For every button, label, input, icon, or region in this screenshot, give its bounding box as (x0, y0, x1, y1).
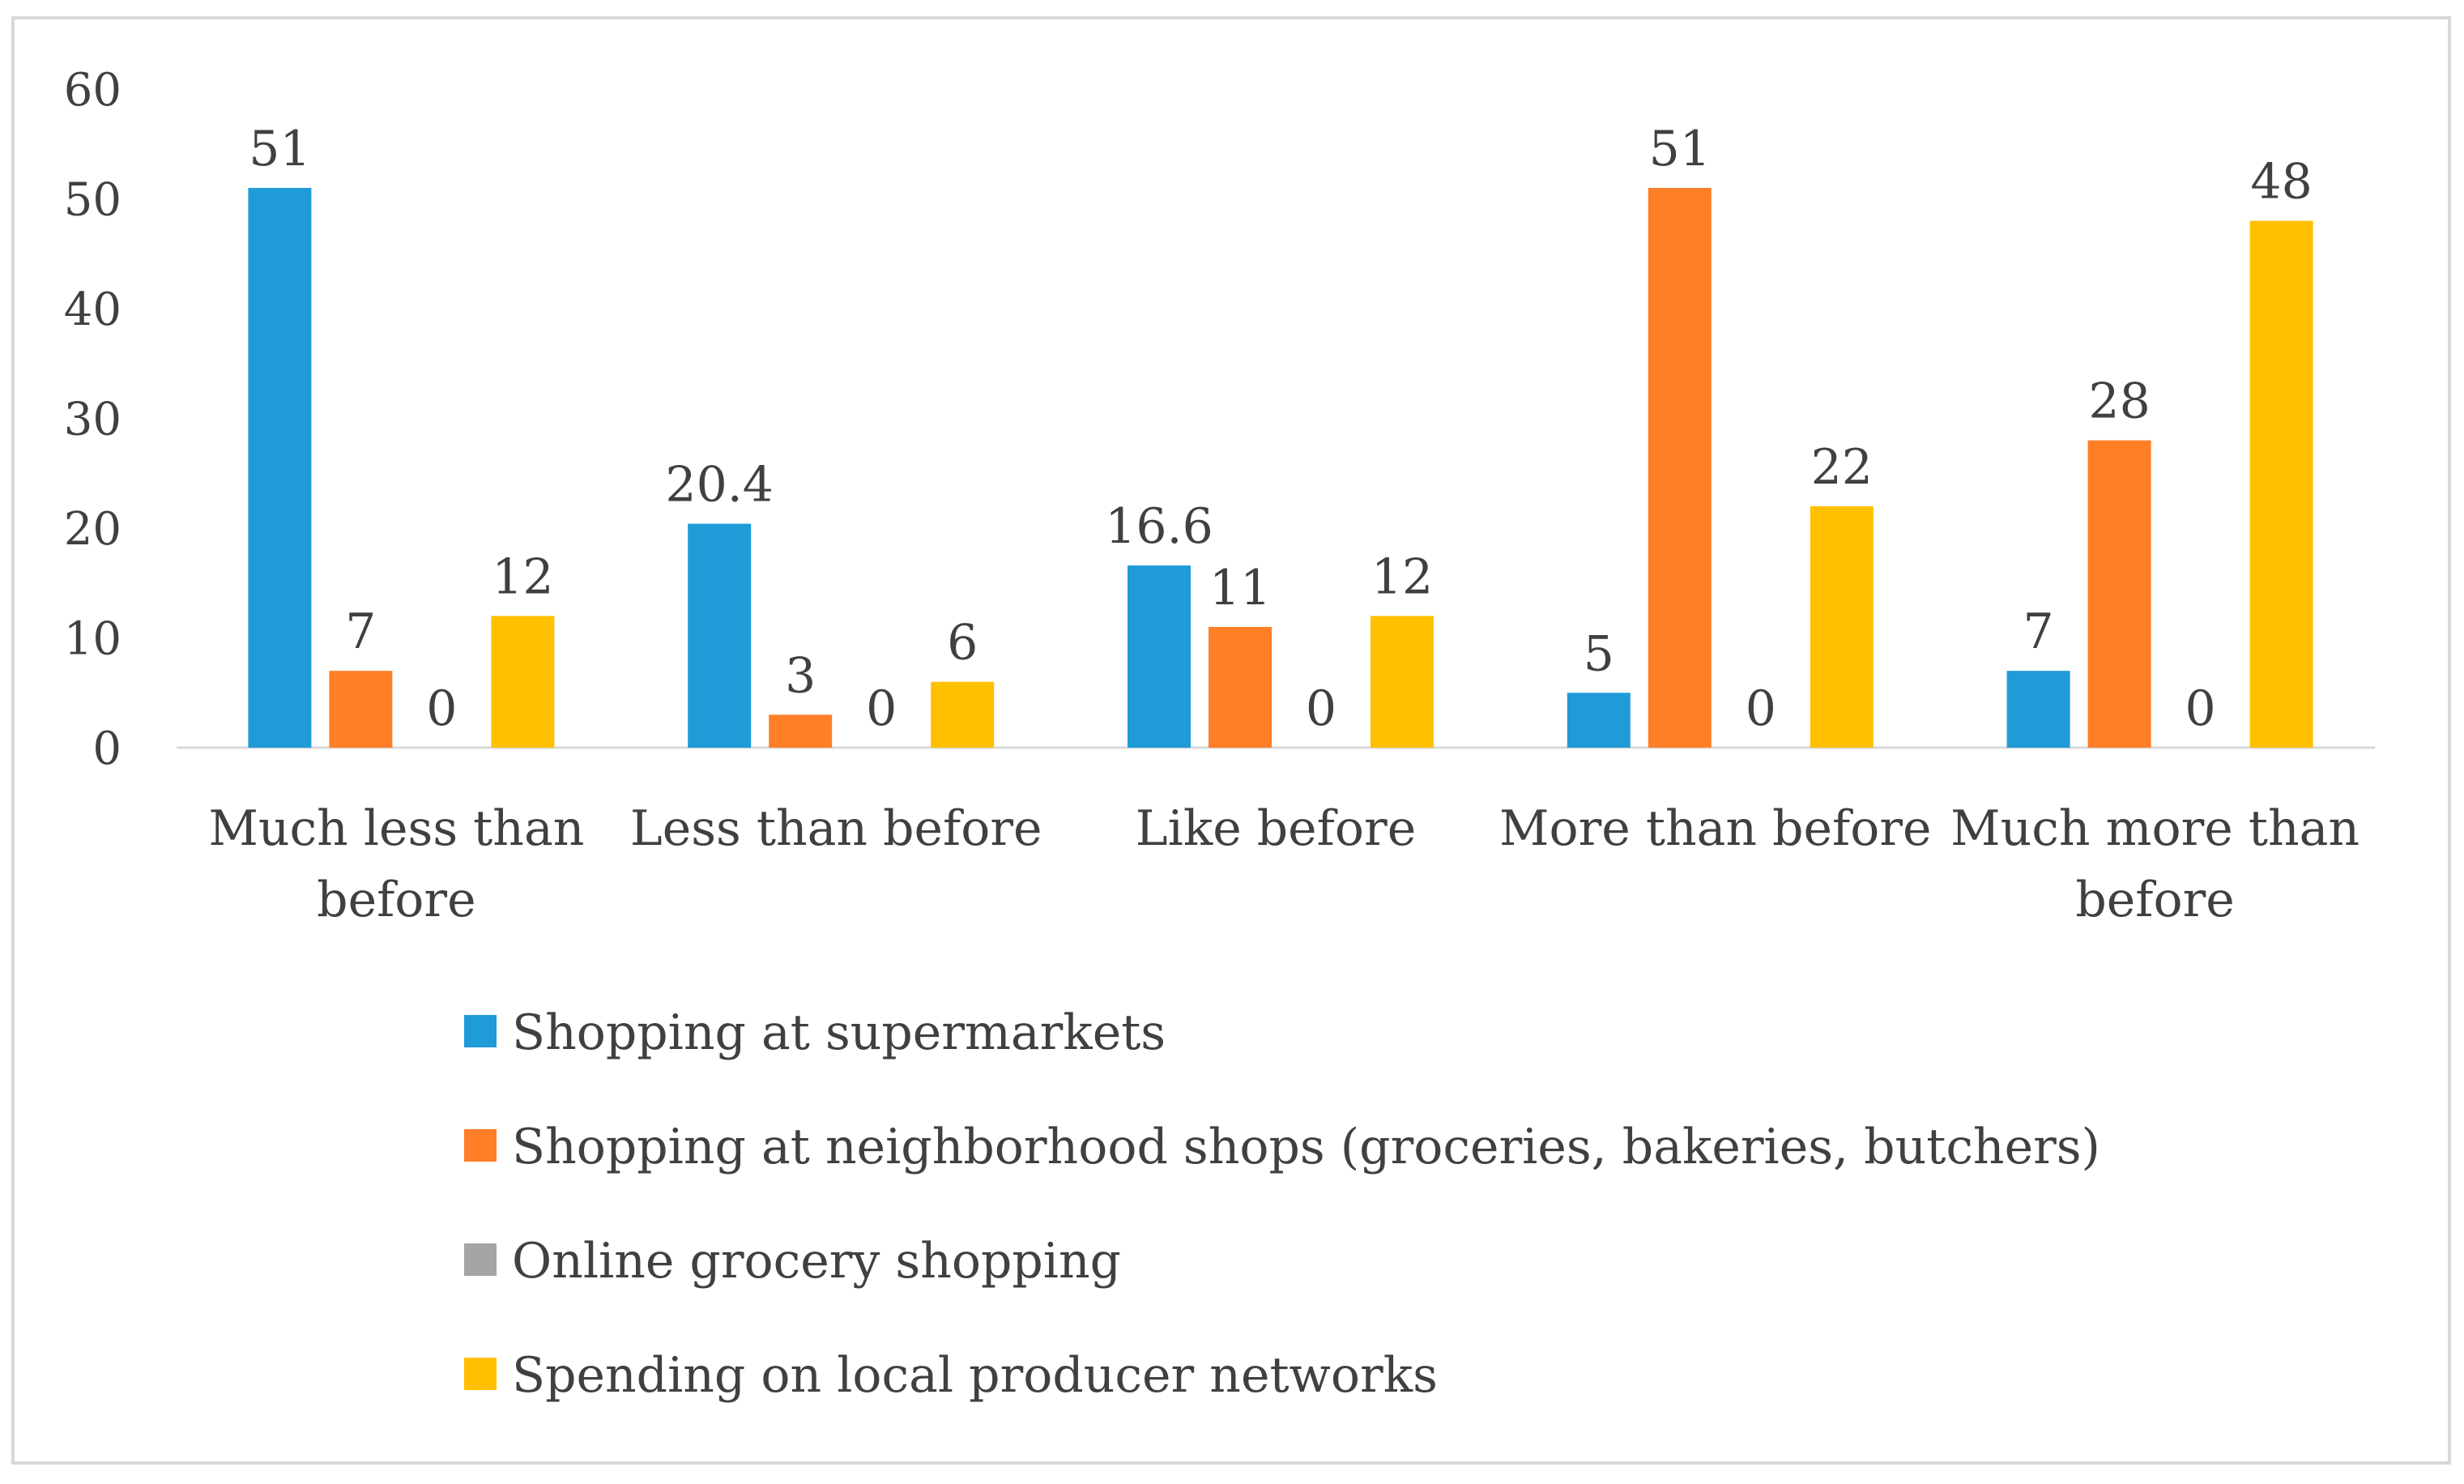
bar (1128, 565, 1191, 748)
bar (1567, 693, 1631, 748)
data-label: 51 (249, 121, 310, 177)
bar (1810, 505, 1874, 748)
legend-item: Shopping at neighborhood shops (grocerie… (464, 1119, 2100, 1175)
bar (688, 523, 752, 748)
bars (248, 187, 2313, 748)
bar (248, 187, 312, 748)
x-tick-label: Much less than before (208, 800, 584, 928)
legend-item: Online grocery shopping (464, 1233, 1121, 1290)
legend-item: Spending on local producer networks (464, 1347, 1438, 1404)
data-label: 22 (1811, 439, 1873, 496)
data-label: 16.6 (1105, 498, 1213, 555)
data-label: 3 (785, 647, 816, 704)
data-label: 20.4 (665, 457, 774, 514)
data-label: 11 (1209, 560, 1271, 616)
x-tick-label: Less than before (630, 800, 1042, 857)
bar (769, 714, 833, 748)
y-tick-label: 30 (64, 394, 121, 446)
x-tick-label: Much more than before (1950, 800, 2360, 928)
data-label: 7 (345, 603, 376, 660)
legend-label: Online grocery shopping (512, 1233, 1121, 1290)
bar (1209, 626, 1272, 748)
legend-swatch (464, 1129, 497, 1162)
data-label: 48 (2250, 154, 2312, 211)
bar (1371, 616, 1434, 748)
legend-swatch (464, 1015, 497, 1047)
y-tick-label: 50 (64, 174, 121, 227)
data-label: 7 (2023, 603, 2054, 660)
legend-label: Shopping at supermarkets (512, 1004, 1166, 1061)
x-tick-label: More than before (1499, 800, 1932, 857)
legend-swatch (464, 1358, 497, 1390)
x-axis: Much less than before Less than before Like… (208, 800, 2360, 928)
data-label: 51 (1649, 121, 1711, 177)
legend-label: Spending on local producer networks (512, 1347, 1438, 1404)
legend-item: Shopping at supermarkets (464, 1004, 1166, 1061)
data-label: 0 (426, 680, 457, 737)
y-tick-label: 0 (92, 723, 121, 775)
data-label: 0 (1746, 680, 1776, 737)
y-tick-label: 40 (64, 284, 121, 336)
bar (931, 681, 995, 748)
legend: Shopping at supermarkets Shopping at neig… (464, 1004, 2100, 1404)
y-tick-label: 10 (64, 613, 121, 666)
x-tick-label: Like before (1136, 800, 1416, 857)
y-tick-label: 20 (64, 503, 121, 556)
legend-label: Shopping at neighborhood shops (grocerie… (512, 1119, 2100, 1175)
legend-swatch (464, 1243, 497, 1276)
bar (329, 671, 393, 748)
data-label: 12 (492, 548, 553, 605)
data-label: 5 (1584, 625, 1614, 682)
bar (2006, 671, 2070, 748)
bar (2087, 440, 2151, 748)
data-label: 28 (2088, 373, 2150, 430)
bar (491, 616, 555, 748)
bar (2249, 220, 2313, 748)
data-label: 12 (1371, 548, 1433, 605)
bar (1648, 187, 1712, 748)
y-axis: 0 10 20 30 40 50 60 (64, 64, 121, 775)
y-tick-label: 60 (64, 64, 121, 117)
data-label: 0 (1306, 680, 1336, 737)
data-label: 6 (947, 615, 978, 672)
data-label: 0 (2185, 680, 2216, 737)
data-label: 0 (866, 680, 897, 737)
